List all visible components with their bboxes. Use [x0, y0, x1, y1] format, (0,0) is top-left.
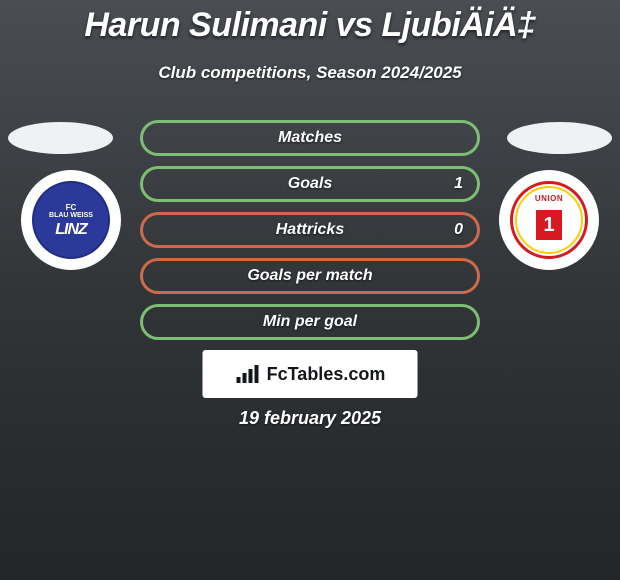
- stat-row-mpg: Min per goal: [140, 304, 480, 340]
- club-badge-right: UNION 1: [499, 170, 599, 270]
- page-subtitle: Club competitions, Season 2024/2025: [0, 63, 620, 83]
- club-badge-left: FC BLAU WEISS LINZ: [21, 170, 121, 270]
- footer-date: 19 february 2025: [0, 408, 620, 429]
- badge-line: FC: [66, 203, 77, 212]
- player-silhouette-right: [507, 122, 612, 154]
- stats-container: Matches Goals 1 Hattricks 0 Goals per ma…: [140, 120, 480, 350]
- player-silhouette-left: [8, 122, 113, 154]
- badge-name: UNION: [535, 194, 563, 203]
- linz-badge: FC BLAU WEISS LINZ: [32, 181, 110, 259]
- union-badge: UNION 1: [510, 181, 588, 259]
- stat-label: Min per goal: [263, 313, 357, 331]
- stat-value-right: 1: [454, 175, 463, 193]
- stat-value-right: 0: [454, 221, 463, 239]
- badge-line: LINZ: [55, 222, 87, 238]
- stat-row-goals: Goals 1: [140, 166, 480, 202]
- chart-icon: [235, 363, 263, 385]
- stat-label: Matches: [278, 129, 342, 147]
- stat-row-gpm: Goals per match: [140, 258, 480, 294]
- badge-line: BLAU WEISS: [49, 212, 93, 220]
- stat-label: Goals per match: [247, 267, 372, 285]
- fctables-logo[interactable]: FcTables.com: [203, 350, 418, 398]
- page-title: Harun Sulimani vs LjubiÄiÄ‡: [0, 0, 620, 45]
- stat-row-matches: Matches: [140, 120, 480, 156]
- stat-row-hattricks: Hattricks 0: [140, 212, 480, 248]
- stat-label: Hattricks: [276, 221, 344, 239]
- logo-text: FcTables.com: [267, 364, 386, 385]
- stat-label: Goals: [288, 175, 332, 193]
